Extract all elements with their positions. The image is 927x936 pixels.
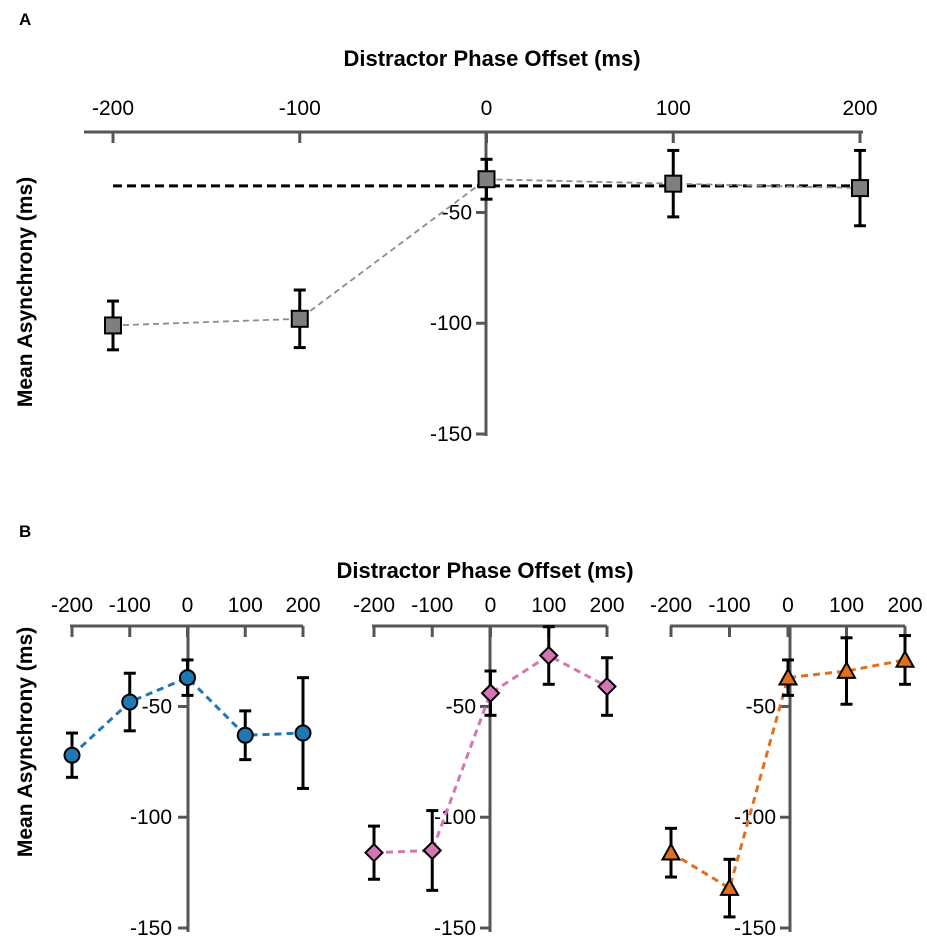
data-point <box>719 877 740 896</box>
data-point <box>777 667 799 686</box>
data-point <box>179 669 196 687</box>
x-tick-label: -100 <box>109 594 151 617</box>
chart-panel-b-left: -200 -100 0 100 200 -50 -100 -150 Distractor Pha… <box>14 558 634 936</box>
figure-content: A B -200 -100 0 100 200 -50 -100 -150 Distractor P… <box>14 10 923 936</box>
x-tick-label: -100 <box>279 97 321 120</box>
x-tick-label: 200 <box>887 594 922 617</box>
y-tick-label: -150 <box>734 917 776 936</box>
y-tick-label: -50 <box>142 695 172 718</box>
data-point <box>894 649 916 668</box>
y-tick-label: -150 <box>434 917 476 936</box>
data-point <box>236 726 254 744</box>
panel-letter-a: A <box>19 10 31 29</box>
y-tick-label: -150 <box>130 917 172 936</box>
panel-letter-b: B <box>19 522 31 541</box>
data-point <box>364 842 384 863</box>
chart-panel-b-middle: -200 -100 0 100 200 -50 -100 -150 <box>353 594 625 936</box>
y-tick-label: -100 <box>734 806 776 829</box>
y-tick-label: -100 <box>430 312 472 335</box>
x-axis-title: Distractor Phase Offset (ms) <box>336 558 633 583</box>
data-point <box>290 309 309 328</box>
data-point <box>422 840 443 861</box>
data-point <box>836 660 857 679</box>
series-line <box>70 675 304 757</box>
data-point <box>104 316 122 335</box>
x-tick-label: 100 <box>531 594 566 617</box>
series-line <box>670 658 906 891</box>
x-tick-label: 100 <box>656 97 691 120</box>
x-tick-label: -200 <box>92 97 134 120</box>
data-point <box>294 724 312 742</box>
x-tick-label: 0 <box>485 594 497 617</box>
x-axis-title: Distractor Phase Offset (ms) <box>343 46 640 71</box>
y-axis-title: Mean Asynchrony (ms) <box>14 177 37 407</box>
data-point <box>664 174 683 193</box>
y-tick-label: -100 <box>130 806 172 829</box>
x-tick-label: 0 <box>182 594 194 617</box>
series-line <box>373 653 608 855</box>
x-tick-label: -200 <box>353 594 395 617</box>
chart-panel-a: -200 -100 0 100 200 -50 -100 -150 Distractor Pha… <box>14 46 878 446</box>
y-tick-label: -50 <box>746 695 776 718</box>
data-point <box>538 645 559 666</box>
data-point <box>480 683 501 704</box>
x-tick-label: 200 <box>285 594 320 617</box>
x-tick-label: -100 <box>708 594 750 617</box>
x-tick-label: -200 <box>51 594 93 617</box>
x-tick-label: -200 <box>650 594 692 617</box>
y-tick-label: -150 <box>430 423 472 446</box>
data-point <box>477 170 496 189</box>
data-point <box>597 676 617 697</box>
data-point <box>121 693 139 711</box>
y-tick-label: -50 <box>446 695 476 718</box>
x-tick-label: 200 <box>842 97 877 120</box>
x-tick-label: 100 <box>829 594 864 617</box>
x-tick-label: 100 <box>228 594 263 617</box>
data-point <box>63 746 81 764</box>
y-tick-label: -100 <box>434 806 476 829</box>
x-tick-label: 200 <box>589 594 624 617</box>
data-point <box>660 842 682 861</box>
x-tick-label: 0 <box>481 97 493 120</box>
data-point <box>851 179 869 198</box>
x-tick-label: -100 <box>411 594 453 617</box>
y-axis-title: Mean Asynchrony (ms) <box>14 627 37 857</box>
y-tick-label: -50 <box>442 201 472 224</box>
x-tick-label: 0 <box>782 594 794 617</box>
chart-panel-b-right: -200 -100 0 100 200 -50 -100 -150 <box>650 594 923 936</box>
